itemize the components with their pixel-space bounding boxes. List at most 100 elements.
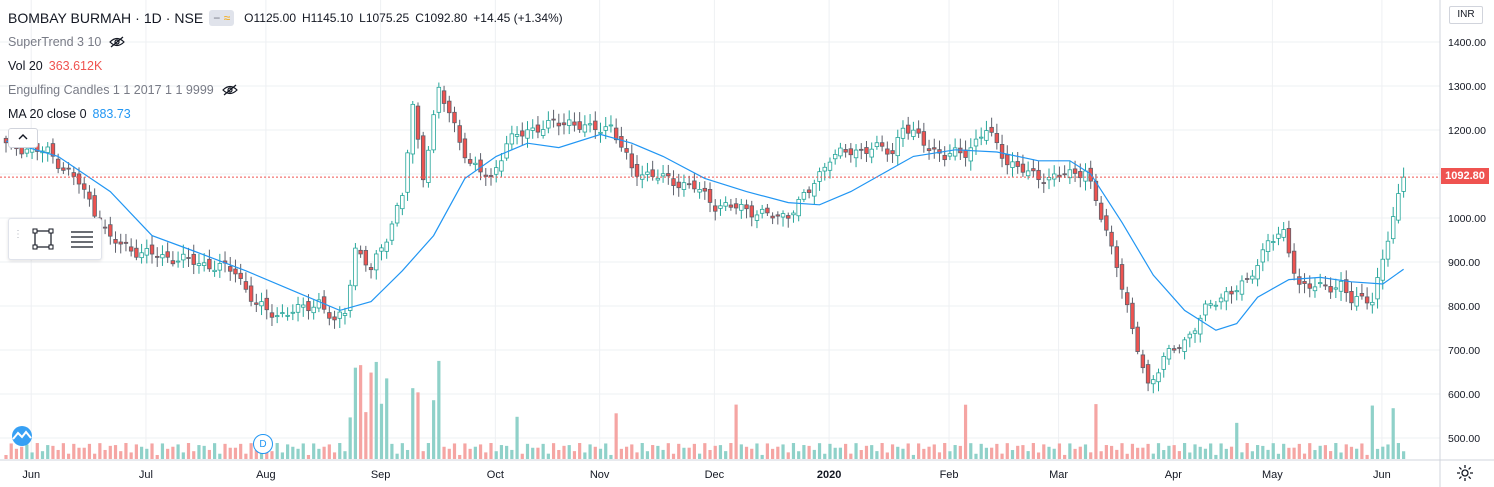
volume-bar	[572, 451, 577, 459]
volume-bar	[286, 444, 290, 459]
candle-body	[1307, 283, 1312, 289]
volume-bar	[927, 446, 931, 459]
candle-body	[1015, 161, 1020, 167]
volume-bar	[677, 443, 681, 459]
volume-bar	[1172, 445, 1176, 459]
candle-body	[874, 142, 880, 148]
candle-body	[201, 262, 207, 266]
volume-bar	[239, 443, 243, 459]
ohlc-low: L1075.25	[359, 11, 410, 25]
candle-body	[525, 129, 530, 139]
drag-handle-icon[interactable]: ⋮	[13, 229, 23, 240]
candle-body	[911, 129, 916, 137]
candle-body	[869, 148, 874, 158]
candle-body	[535, 124, 541, 133]
tradingview-logo-icon[interactable]	[6, 426, 38, 446]
candle-body	[1031, 168, 1036, 172]
dividend-marker[interactable]: D	[253, 434, 273, 454]
indicator-ma[interactable]: MA 20 close 0 883.73	[8, 102, 563, 126]
candle-body	[660, 173, 666, 177]
candle-body	[885, 148, 890, 155]
volume-bar	[1349, 446, 1354, 459]
volume-bar	[1245, 443, 1249, 459]
candle-body	[697, 189, 702, 193]
collapse-legend-button[interactable]	[8, 128, 38, 148]
candle-body	[624, 148, 629, 153]
indicator-value: 883.73	[92, 107, 131, 121]
candle-body	[499, 160, 504, 172]
candle-body	[739, 204, 744, 211]
volume-bar	[1334, 443, 1338, 459]
candle-body	[1182, 339, 1187, 352]
volume-bar	[327, 444, 331, 459]
volume-bar	[1073, 448, 1077, 459]
rectangle-tool-icon[interactable]	[31, 227, 55, 251]
candle-body	[1302, 281, 1307, 284]
candle-body	[905, 124, 911, 134]
volume-bar	[1308, 443, 1312, 459]
volume-bar	[421, 451, 425, 459]
candle-body	[61, 167, 66, 171]
ohlc-high: H1145.10	[302, 11, 354, 25]
volume-bar	[557, 449, 561, 459]
candle-body	[984, 130, 989, 141]
volume-bar	[1370, 405, 1374, 459]
indicator-supertrend[interactable]: SuperTrend 3 10	[8, 30, 563, 54]
volume-bar	[359, 365, 363, 459]
volume-bar	[332, 452, 337, 459]
candle-body	[759, 208, 765, 214]
candle-body	[1104, 215, 1109, 231]
volume-bar	[604, 443, 608, 459]
candle-body	[1385, 240, 1391, 260]
volume-bar	[786, 452, 790, 459]
candle-body	[801, 192, 807, 200]
candle-body	[441, 90, 447, 104]
currency-button[interactable]: INR	[1449, 6, 1483, 24]
volume-bar	[536, 447, 540, 459]
symbol-row: BOMBAY BURMAH · 1D · NSE − ≈ O1125.00 H1…	[8, 6, 563, 30]
indicator-engulfing[interactable]: Engulfing Candles 1 1 2017 1 1 9999	[8, 78, 563, 102]
candle-body	[212, 269, 217, 272]
interval-label[interactable]: 1D	[143, 10, 162, 26]
volume-bar	[1083, 444, 1088, 459]
volume-bar	[1156, 443, 1161, 459]
candle-body	[1234, 290, 1239, 293]
candle-body	[1359, 293, 1365, 297]
compare-toggle[interactable]: − ≈	[209, 10, 235, 26]
candle-body	[1036, 169, 1041, 181]
volume-bar	[124, 443, 128, 459]
candle-body	[128, 246, 134, 252]
candle-body	[645, 171, 650, 175]
volume-bar	[98, 443, 102, 459]
volume-bar	[1318, 445, 1322, 459]
volume-bar	[306, 454, 311, 459]
candle-body	[900, 127, 906, 139]
candle-body	[134, 247, 139, 258]
candle-body	[1380, 258, 1385, 281]
volume-bar	[812, 449, 816, 459]
candle-body	[1291, 250, 1297, 274]
volume-bar	[525, 443, 530, 459]
volume-bar	[395, 453, 399, 459]
chart-legend: BOMBAY BURMAH · 1D · NSE − ≈ O1125.00 H1…	[8, 6, 563, 126]
candle-body	[1317, 282, 1323, 285]
gear-icon[interactable]	[1456, 464, 1474, 482]
settings-lines-icon[interactable]	[67, 227, 95, 251]
volume-bar	[520, 453, 524, 459]
y-tick-label: 500.00	[1448, 433, 1480, 445]
volume-bar	[223, 443, 227, 459]
symbol-name[interactable]: BOMBAY BURMAH	[8, 10, 132, 26]
candle-body	[1239, 280, 1245, 295]
candle-body	[1323, 284, 1328, 287]
volume-bar	[108, 445, 112, 459]
volume-bar	[1031, 443, 1035, 459]
hidden-eye-icon[interactable]	[109, 36, 126, 48]
candle-body	[879, 142, 885, 147]
candle-body	[1250, 275, 1255, 280]
candle-body	[290, 311, 296, 314]
x-tick-label: Mar	[1049, 469, 1068, 481]
volume-bar	[213, 443, 217, 459]
hidden-eye-icon[interactable]	[221, 84, 238, 96]
indicator-volume[interactable]: Vol 20 363.612K	[8, 54, 563, 78]
